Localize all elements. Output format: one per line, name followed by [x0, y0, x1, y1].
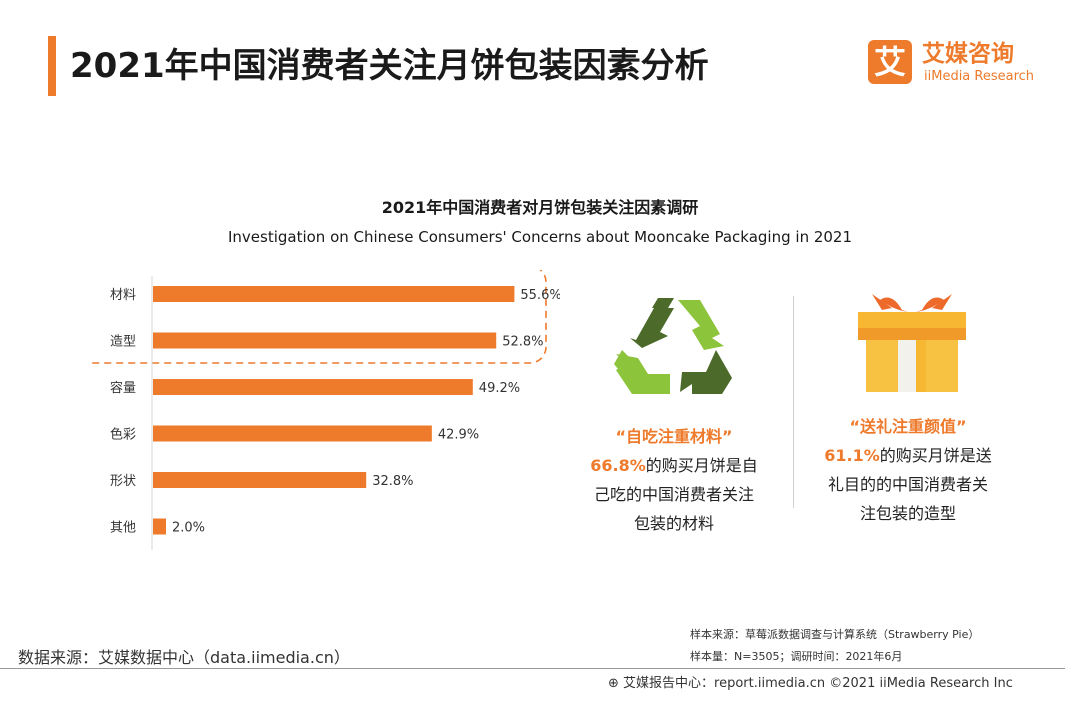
- callout-line: 66.8%的购买月饼是自: [574, 451, 774, 480]
- callout-line: 61.1%的购买月饼是送: [808, 441, 1008, 470]
- value-label: 2.0%: [172, 521, 205, 536]
- bar: [153, 332, 497, 349]
- footer-copyright-text: 艾媒报告中心：report.iimedia.cn ©2021 iiMedia R…: [623, 676, 1013, 691]
- recycle-icon: [614, 298, 732, 394]
- callout-line: 礼目的的中国消费者关: [827, 475, 988, 494]
- category-label: 材料: [110, 288, 136, 303]
- bar: [153, 425, 432, 442]
- callout-percent: 66.8%: [590, 456, 646, 475]
- recycle-arrow: [616, 354, 670, 394]
- category-label: 形状: [110, 474, 136, 489]
- recycle-arrow: [652, 298, 674, 308]
- category-label: 色彩: [110, 427, 136, 443]
- footer-copyright: ⊕ 艾媒报告中心：report.iimedia.cn ©2021 iiMedia…: [608, 672, 1013, 691]
- callout-self-use: “自吃注重材料” 66.8%的购买月饼是自 己吃的中国消费者关注 包装的材料: [574, 422, 774, 538]
- bar: [153, 518, 166, 535]
- bar: [153, 286, 515, 302]
- sample-source: 样本来源：草莓派数据调查与计算系统（Strawberry Pie）: [690, 628, 980, 641]
- globe-icon: ⊕: [608, 676, 619, 691]
- callout-line-text: 的购买月饼是送: [879, 446, 992, 465]
- sample-size: 样本量：N=3505；调研时间：2021年6月: [690, 650, 903, 663]
- title-accent-bar: [48, 36, 56, 96]
- bar: [153, 472, 367, 488]
- data-source: 数据来源：艾媒数据中心（data.iimedia.cn）: [18, 648, 350, 667]
- highlight-box: [90, 270, 547, 364]
- chart-title: 2021年中国消费者对月饼包装关注因素调研: [381, 198, 699, 217]
- gift-icon: [858, 294, 966, 392]
- recycle-arrow: [630, 308, 674, 348]
- bar-chart: 材料 55.6% 造型 52.8% 容量 49.2% 色彩 42.9% 形状 32.8% 其他 2.0…: [90, 270, 560, 550]
- callout-line-text: 的购买月饼是自: [645, 456, 758, 475]
- callout-heading: “送礼注重颜值”: [849, 417, 967, 436]
- value-label: 32.8%: [372, 474, 413, 489]
- value-label: 49.2%: [479, 381, 520, 396]
- footer-divider: [0, 668, 1065, 669]
- bar: [153, 379, 473, 395]
- logo-mark: 艾: [868, 40, 912, 84]
- logo-name-cn: 艾媒咨询: [922, 41, 1014, 67]
- recycle-arrow: [678, 300, 724, 350]
- callout-heading: “自吃注重材料”: [615, 427, 733, 446]
- category-label: 其他: [110, 521, 136, 536]
- recycle-arrow: [614, 350, 632, 374]
- divider: [793, 296, 794, 508]
- value-label: 52.8%: [502, 335, 543, 350]
- brand-logo: 艾 艾媒咨询 iiMedia Research: [868, 40, 1048, 92]
- callout-line: 包装的材料: [633, 514, 714, 533]
- chart-subtitle: Investigation on Chinese Consumers' Conc…: [227, 228, 853, 246]
- callout-line: 注包装的造型: [859, 504, 956, 523]
- callout-gift: “送礼注重颜值” 61.1%的购买月饼是送 礼目的的中国消费者关 注包装的造型: [808, 412, 1008, 528]
- logo-name-en: iiMedia Research: [924, 69, 1035, 84]
- value-label: 55.6%: [520, 288, 560, 303]
- page-title: 2021年中国消费者关注月饼包装因素分析: [70, 46, 709, 86]
- value-label: 42.9%: [438, 428, 479, 443]
- recycle-arrow: [680, 350, 732, 394]
- category-label: 造型: [110, 335, 136, 350]
- callout-line: 己吃的中国消费者关注: [593, 485, 754, 504]
- callout-percent: 61.1%: [824, 446, 880, 465]
- category-label: 容量: [110, 380, 136, 396]
